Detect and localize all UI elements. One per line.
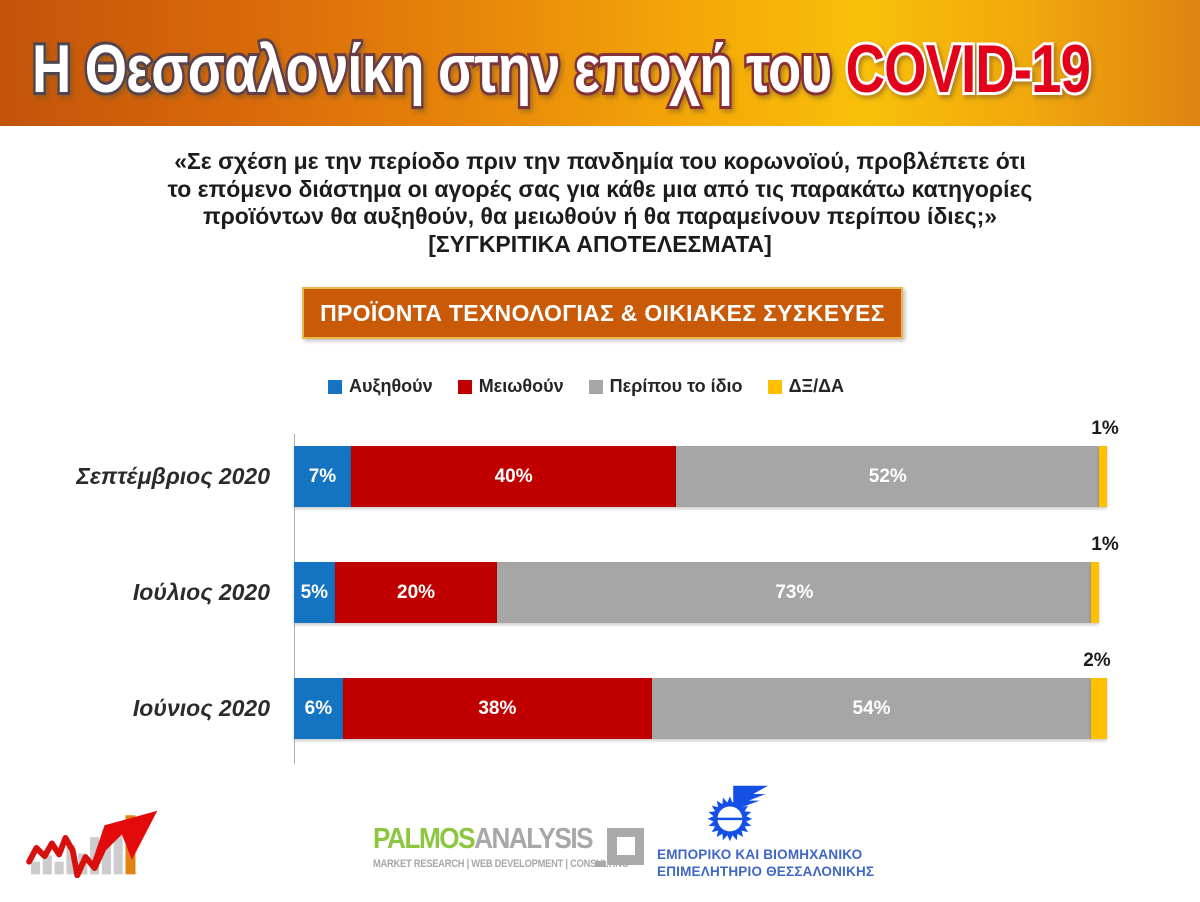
svg-text:Η Θεσσαλονίκη στην εποχή του C: Η Θεσσαλονίκη στην εποχή του COVID-19 <box>32 31 1090 107</box>
